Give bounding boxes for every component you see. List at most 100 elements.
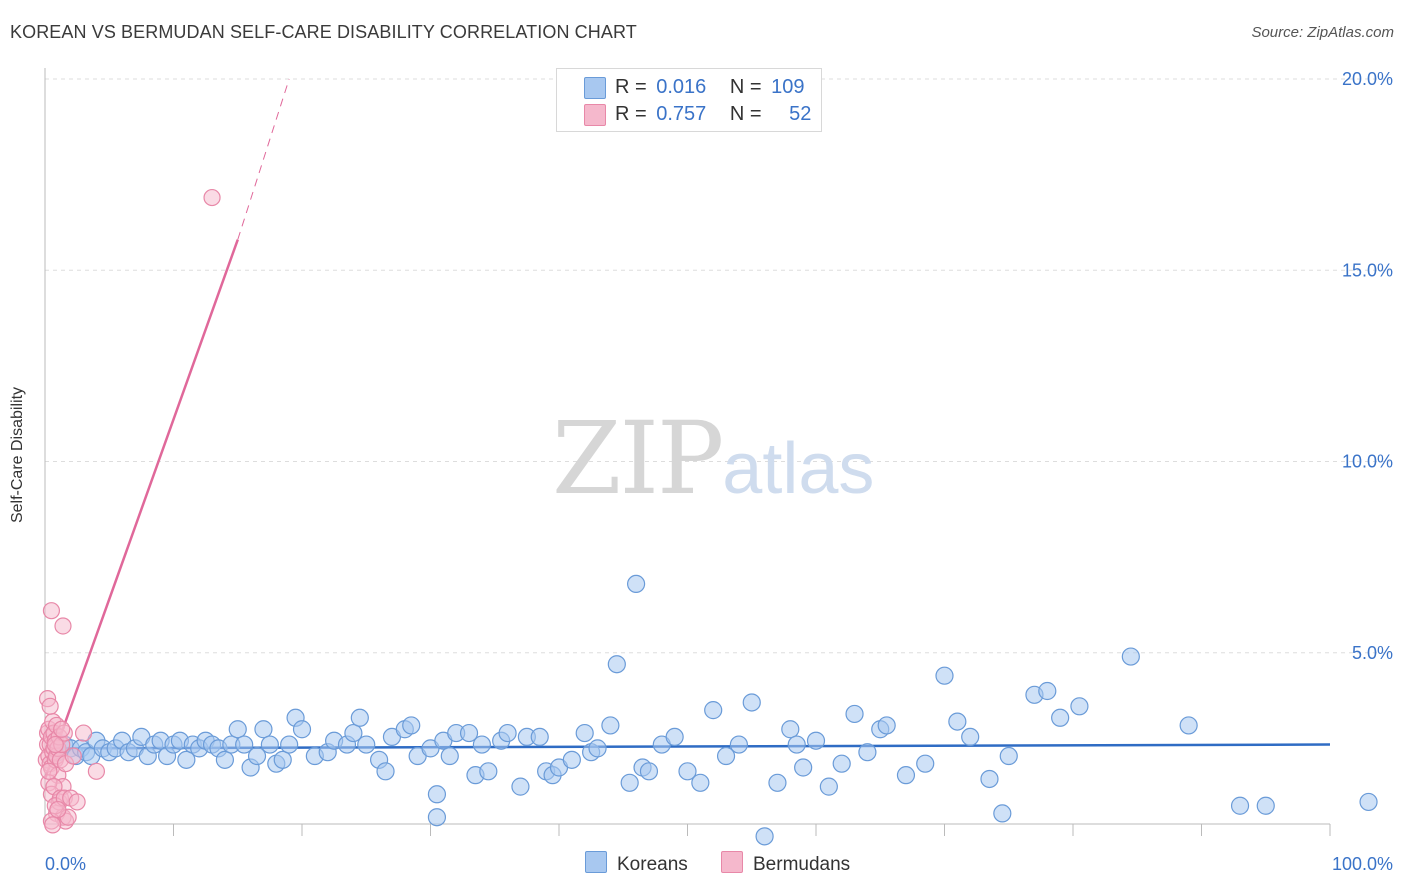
source-credit: Source: ZipAtlas.com bbox=[1251, 24, 1394, 41]
korean-point bbox=[993, 804, 1012, 823]
korean-point bbox=[626, 574, 646, 594]
watermark-zip: ZIP bbox=[552, 400, 724, 517]
n-value: 109 bbox=[771, 76, 805, 98]
korean-point bbox=[588, 739, 607, 758]
bermudan-point bbox=[49, 800, 67, 819]
korean-point bbox=[562, 750, 581, 769]
korean-point bbox=[344, 723, 363, 743]
watermark-atlas: atlas bbox=[722, 429, 875, 509]
bermudan-point bbox=[54, 617, 72, 635]
korean-point bbox=[999, 746, 1018, 766]
korean-point bbox=[729, 735, 749, 754]
bermudan-point bbox=[41, 697, 59, 715]
bermudan-point bbox=[44, 816, 62, 834]
korean-point bbox=[845, 704, 864, 724]
korean-point bbox=[877, 716, 896, 735]
bermudan-point bbox=[42, 602, 61, 620]
koreans-legend-label: Koreans bbox=[617, 854, 688, 875]
korean-point bbox=[781, 720, 800, 739]
korean-point bbox=[357, 735, 376, 754]
korean-point bbox=[704, 701, 723, 720]
bermudan-point bbox=[87, 762, 106, 780]
y-tick-labels: 5.0% 10.0% 15.0% 20.0% bbox=[1342, 69, 1393, 663]
koreans-points bbox=[48, 574, 1378, 846]
r-label: R = bbox=[615, 76, 647, 98]
bermudan-point bbox=[68, 793, 86, 811]
korean-point bbox=[235, 735, 254, 754]
bermudans-legend-swatch bbox=[721, 851, 743, 873]
korean-point bbox=[1121, 647, 1140, 666]
chart-title: KOREAN VS BERMUDAN SELF-CARE DISABILITY … bbox=[10, 22, 637, 42]
korean-point bbox=[980, 769, 999, 789]
korean-point bbox=[935, 666, 954, 685]
korean-point bbox=[350, 708, 369, 727]
korean-point bbox=[440, 746, 459, 766]
korean-point bbox=[228, 720, 247, 739]
y-tick-label: 5.0% bbox=[1352, 643, 1393, 663]
bermudan-point bbox=[40, 762, 58, 780]
korean-point bbox=[215, 750, 234, 769]
r-label: R = bbox=[615, 103, 647, 125]
korean-point bbox=[427, 785, 447, 804]
korean-point bbox=[427, 808, 447, 827]
n-label: N = bbox=[729, 76, 762, 98]
bermudans-points bbox=[37, 188, 221, 834]
y-tick-label: 10.0% bbox=[1342, 452, 1393, 472]
korean-point bbox=[530, 727, 549, 747]
korean-point bbox=[768, 773, 787, 792]
bermudan-point bbox=[203, 188, 221, 207]
korean-point bbox=[1359, 792, 1378, 812]
bermudan-point bbox=[74, 724, 93, 742]
korean-point bbox=[177, 750, 196, 769]
x-tick-label: 100.0% bbox=[1332, 854, 1393, 874]
y-tick-label: 20.0% bbox=[1342, 69, 1393, 89]
bermudans-trend-line bbox=[43, 239, 239, 780]
koreans-legend-swatch bbox=[585, 851, 607, 873]
n-label: N = bbox=[729, 103, 762, 125]
n-value: 52 bbox=[789, 103, 812, 125]
korean-point bbox=[376, 762, 395, 781]
korean-point bbox=[247, 746, 267, 766]
korean-point bbox=[794, 758, 813, 777]
korean-point bbox=[742, 693, 761, 712]
korean-point bbox=[948, 712, 967, 731]
korean-point bbox=[620, 773, 639, 792]
legend-row-koreans: R = 0.016 N = 109 bbox=[615, 74, 805, 100]
bermudan-point bbox=[64, 747, 82, 765]
bermudans-trend-extension bbox=[237, 78, 290, 240]
korean-point bbox=[787, 735, 806, 754]
korean-point bbox=[280, 735, 299, 754]
korean-point bbox=[896, 766, 916, 785]
korean-point bbox=[459, 723, 479, 743]
korean-point bbox=[806, 731, 826, 750]
bermudan-point bbox=[46, 735, 64, 754]
zipatlas-watermark: ZIPatlas bbox=[552, 400, 874, 517]
bermudans-legend-label: Bermudans bbox=[753, 854, 851, 875]
korean-point bbox=[916, 754, 935, 773]
korean-point bbox=[498, 723, 517, 743]
korean-point bbox=[260, 735, 279, 754]
korean-point bbox=[716, 746, 736, 766]
correlation-legend: R = 0.016 N = 109 R = 0.757 N = 52 bbox=[556, 68, 822, 132]
korean-point bbox=[402, 716, 421, 735]
korean-point bbox=[832, 754, 851, 773]
korean-point bbox=[601, 716, 620, 735]
korean-point bbox=[755, 827, 774, 846]
korean-point bbox=[819, 777, 838, 796]
korean-point bbox=[511, 777, 530, 796]
korean-point bbox=[691, 773, 710, 792]
legend-item-koreans: Koreans bbox=[585, 851, 688, 875]
legend-item-bermudans: Bermudans bbox=[721, 851, 850, 875]
korean-point bbox=[292, 720, 312, 739]
korean-point bbox=[472, 735, 491, 754]
korean-point bbox=[273, 750, 292, 769]
korean-point bbox=[607, 655, 626, 674]
x-axis-ticks bbox=[173, 824, 1331, 836]
koreans-swatch bbox=[584, 77, 606, 99]
korean-point bbox=[961, 727, 980, 747]
korean-point bbox=[254, 720, 273, 739]
r-value: 0.757 bbox=[656, 103, 707, 125]
korean-point bbox=[1256, 796, 1275, 815]
korean-point bbox=[858, 743, 877, 762]
